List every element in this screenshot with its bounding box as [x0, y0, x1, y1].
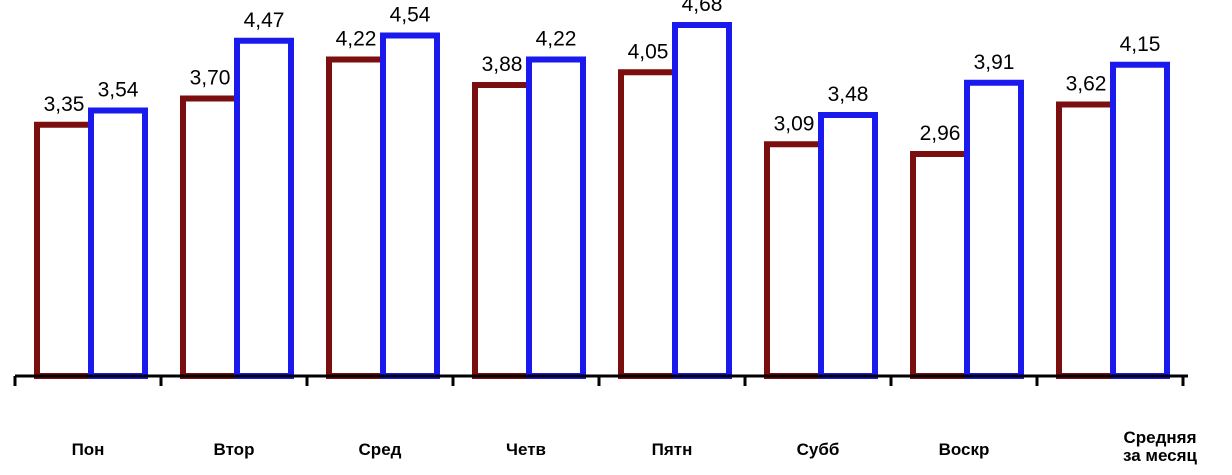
value-label-series-2-1: 3,54	[98, 79, 139, 102]
bar-series-1-4	[472, 82, 532, 379]
value-label-series-1-5: 4,05	[628, 40, 669, 63]
value-label-series-2-3: 4,54	[390, 4, 431, 27]
category-label-5: Пятн	[652, 440, 693, 459]
bar-series-1-7	[910, 151, 970, 379]
bar-series-2-5	[672, 22, 732, 379]
bar-series-1-2	[180, 95, 240, 379]
value-label-series-1-7: 2,96	[920, 122, 961, 145]
bar-series-1-8	[1056, 101, 1116, 379]
bar-series-2-6	[818, 112, 878, 379]
value-label-series-2-5: 4,68	[682, 0, 723, 16]
category-label-2: Втор	[214, 440, 255, 459]
value-label-series-2-2: 4,47	[244, 9, 285, 32]
category-label-4: Четв	[506, 440, 546, 459]
value-label-series-1-4: 3,88	[482, 53, 523, 76]
value-label-series-1-3: 4,22	[336, 28, 377, 51]
value-label-series-2-8: 4,15	[1120, 33, 1161, 56]
category-label-7: Воскр	[939, 440, 990, 459]
bar-series-1-3	[326, 56, 386, 379]
value-label-series-1-6: 3,09	[774, 112, 815, 135]
bar-series-2-4	[526, 56, 586, 379]
value-label-series-1-8: 3,62	[1066, 73, 1107, 96]
value-label-series-2-4: 4,22	[536, 28, 577, 51]
category-label-6: Субб	[797, 440, 840, 459]
bar-series-2-7	[964, 79, 1024, 379]
x-axis	[13, 374, 1188, 386]
bar-series-1-6	[764, 141, 824, 379]
bar-series-2-2	[234, 37, 294, 379]
value-label-series-2-6: 3,48	[828, 83, 869, 106]
bar-series-2-8	[1110, 61, 1170, 379]
bar-series-2-1	[88, 107, 148, 379]
value-label-series-1-2: 3,70	[190, 67, 231, 90]
category-label-8-line-2: за месяц	[1123, 446, 1198, 465]
bars-layer	[34, 22, 1170, 379]
value-label-series-2-7: 3,91	[974, 51, 1015, 74]
category-label-1: Пон	[72, 440, 105, 459]
category-label-8-line-1: Средняя	[1123, 428, 1196, 447]
bar-series-1-5	[618, 69, 678, 379]
bar-series-2-3	[380, 32, 440, 379]
category-label-3: Сред	[359, 440, 402, 459]
bar-series-1-1	[34, 121, 94, 379]
value-label-series-1-1: 3,35	[44, 93, 85, 116]
value-labels: 3,35 3,70 4,22 3,88 4,05 3,09 2,96 3,62 3,54 4,47…	[44, 0, 1161, 145]
